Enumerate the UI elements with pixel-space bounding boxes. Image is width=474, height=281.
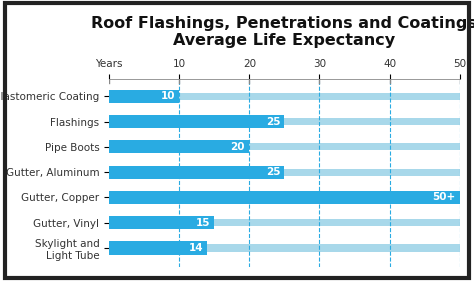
Bar <box>109 216 214 229</box>
Bar <box>109 143 460 150</box>
Bar <box>109 241 207 255</box>
Bar <box>109 166 284 179</box>
Bar <box>109 244 460 251</box>
Text: 15: 15 <box>196 218 210 228</box>
Bar <box>109 118 460 125</box>
Title: Roof Flashings, Penetrations and Coatings
Average Life Expectancy: Roof Flashings, Penetrations and Coating… <box>91 16 474 48</box>
Bar <box>109 169 460 176</box>
Text: 20: 20 <box>231 142 245 152</box>
Bar <box>109 90 179 103</box>
Text: 25: 25 <box>266 117 280 127</box>
Text: 14: 14 <box>188 243 203 253</box>
Bar <box>109 93 460 100</box>
Text: 50+: 50+ <box>432 192 456 202</box>
Bar <box>109 191 460 204</box>
Text: 10: 10 <box>161 91 175 101</box>
Bar <box>109 115 284 128</box>
Bar <box>109 219 460 226</box>
Bar <box>109 194 460 201</box>
Text: 25: 25 <box>266 167 280 177</box>
Bar <box>109 140 249 153</box>
